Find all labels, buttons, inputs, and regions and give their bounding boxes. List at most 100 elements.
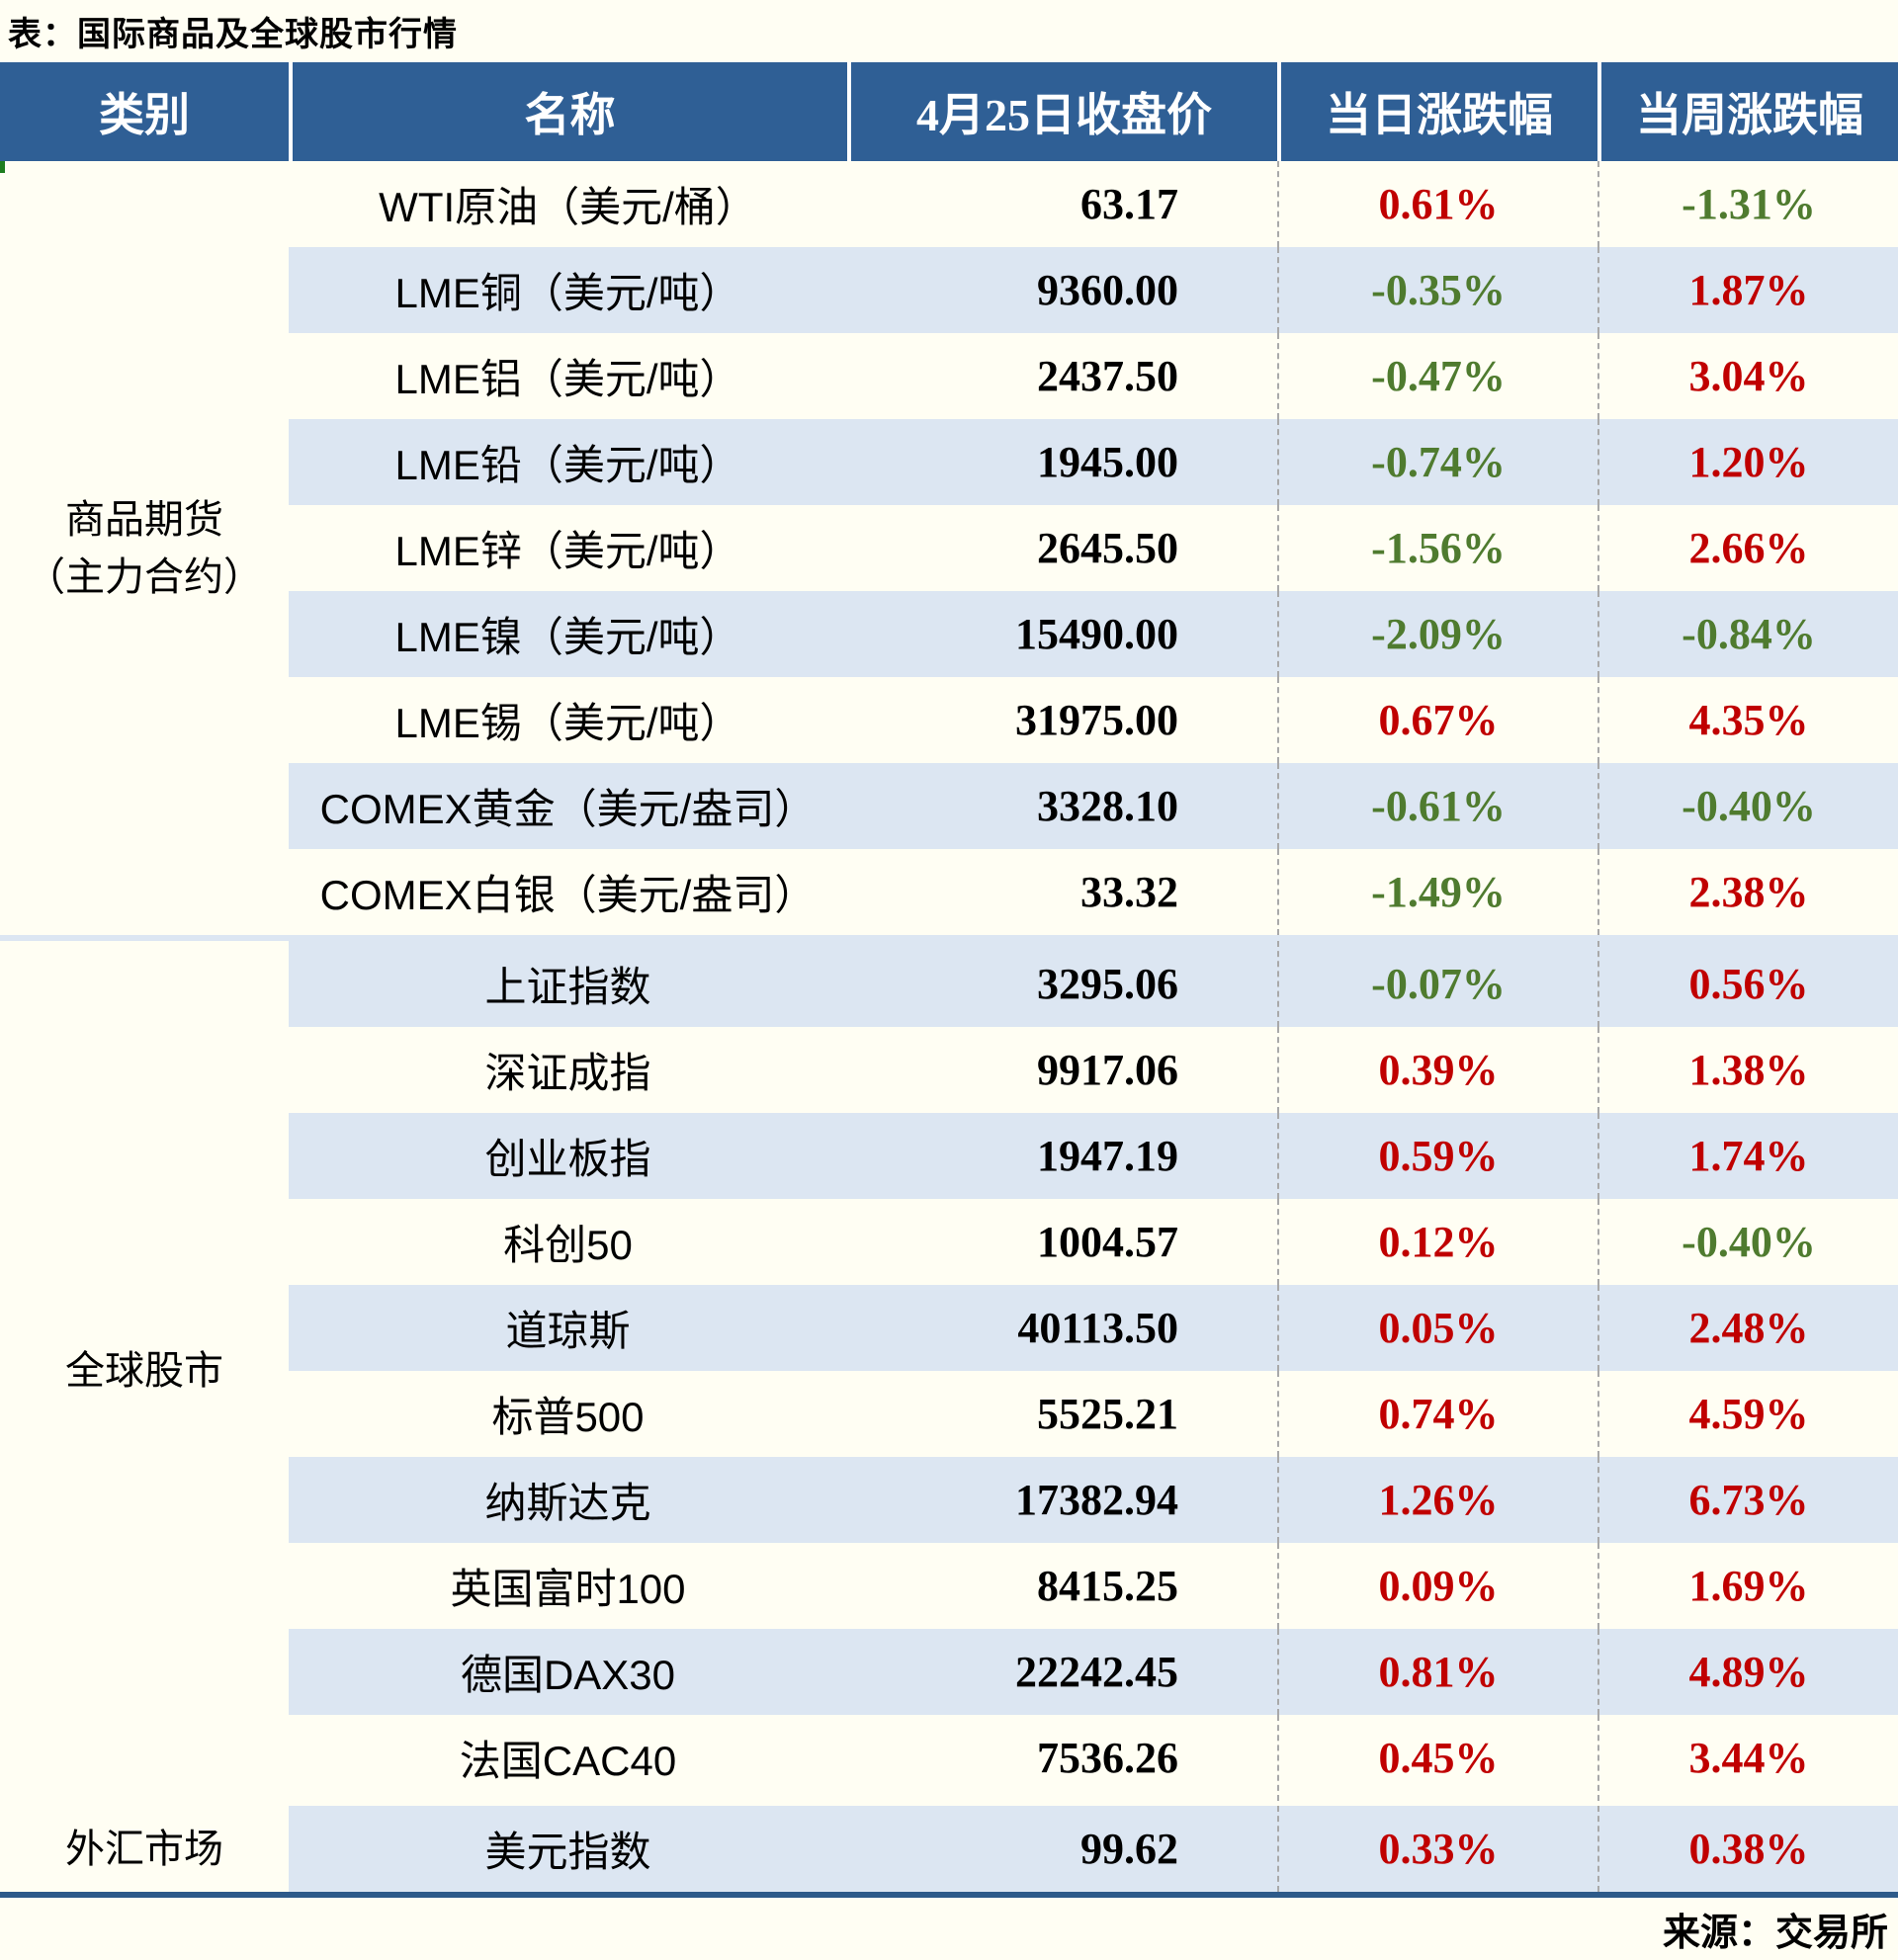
category-cell: 商品期货 （主力合约）: [26, 497, 263, 599]
daily-change-cell: -1.49%: [1277, 849, 1597, 935]
table-row: 法国CAC40 7536.26 0.45% 3.44%: [289, 1715, 1898, 1801]
green-artifact: [0, 161, 5, 173]
name-cell: LME锌（美元/吨）: [394, 528, 741, 574]
weekly-change-cell: 2.48%: [1597, 1285, 1898, 1371]
weekly-change-cell: 2.38%: [1597, 849, 1898, 935]
name-cell: WTI原油（美元/桶）: [379, 184, 757, 230]
daily-change-cell: 0.61%: [1277, 161, 1597, 247]
weekly-change-cell: 1.69%: [1597, 1543, 1898, 1629]
daily-change-cell: 0.74%: [1277, 1371, 1597, 1457]
weekly-change-cell: 1.87%: [1597, 247, 1898, 333]
table-row: 上证指数 3295.06 -0.07% 0.56%: [289, 941, 1898, 1027]
close-price-cell: 9360.00: [1037, 266, 1178, 314]
weekly-change-cell: 4.59%: [1597, 1371, 1898, 1457]
table-row: COMEX白银（美元/盎司） 33.32 -1.49% 2.38%: [289, 849, 1898, 935]
table-row: 标普500 5525.21 0.74% 4.59%: [289, 1371, 1898, 1457]
header-name: 名称: [289, 62, 847, 161]
table-row: 美元指数 99.62 0.33% 0.38%: [289, 1806, 1898, 1892]
table-row: COMEX黄金（美元/盎司） 3328.10 -0.61% -0.40%: [289, 763, 1898, 849]
close-price-cell: 1945.00: [1037, 438, 1178, 486]
category-cell: 外汇市场: [65, 1827, 223, 1871]
bottom-rule: [0, 1892, 1898, 1898]
name-cell: 深证成指: [484, 1050, 651, 1096]
name-cell: 德国DAX30: [460, 1652, 676, 1698]
weekly-change-cell: 0.56%: [1597, 941, 1898, 1027]
weekly-change-cell: 1.74%: [1597, 1113, 1898, 1199]
name-cell: LME铝（美元/吨）: [394, 356, 741, 402]
close-price-cell: 8415.25: [1037, 1562, 1178, 1610]
table-body: 商品期货 （主力合约） WTI原油（美元/桶） 63.17 0.61% -1.31% LM…: [0, 161, 1898, 1892]
daily-change-cell: 0.33%: [1277, 1806, 1597, 1892]
daily-change-cell: -0.07%: [1277, 941, 1597, 1027]
name-cell: COMEX黄金（美元/盎司）: [319, 786, 817, 832]
daily-change-cell: -0.47%: [1277, 333, 1597, 419]
name-cell: 法国CAC40: [459, 1738, 677, 1784]
table-row: LME锡（美元/吨） 31975.00 0.67% 4.35%: [289, 677, 1898, 763]
name-cell: LME镍（美元/吨）: [394, 614, 741, 660]
weekly-change-cell: 0.38%: [1597, 1806, 1898, 1892]
table-row: 深证成指 9917.06 0.39% 1.38%: [289, 1027, 1898, 1113]
weekly-change-cell: -0.40%: [1597, 1199, 1898, 1285]
market-table: 类别 名称 4月25日收盘价 当日涨跌幅 当周涨跌幅 商品期货 （主力合约） WT…: [0, 62, 1898, 1898]
close-price-cell: 31975.00: [1015, 696, 1178, 744]
daily-change-cell: -0.74%: [1277, 419, 1597, 505]
close-price-cell: 3295.06: [1037, 960, 1178, 1008]
table-row: LME铅（美元/吨） 1945.00 -0.74% 1.20%: [289, 419, 1898, 505]
table-row: LME铝（美元/吨） 2437.50 -0.47% 3.04%: [289, 333, 1898, 419]
table-row: LME铜（美元/吨） 9360.00 -0.35% 1.87%: [289, 247, 1898, 333]
weekly-change-cell: 1.20%: [1597, 419, 1898, 505]
table-row: WTI原油（美元/桶） 63.17 0.61% -1.31%: [289, 161, 1898, 247]
daily-change-cell: 0.67%: [1277, 677, 1597, 763]
daily-change-cell: 0.09%: [1277, 1543, 1597, 1629]
close-price-cell: 17382.94: [1015, 1476, 1178, 1524]
header-weekly-change: 当周涨跌幅: [1597, 62, 1898, 161]
daily-change-cell: 0.05%: [1277, 1285, 1597, 1371]
table-row: 科创50 1004.57 0.12% -0.40%: [289, 1199, 1898, 1285]
table-section: 商品期货 （主力合约） WTI原油（美元/桶） 63.17 0.61% -1.31% LM…: [0, 161, 1898, 935]
category-cell: 全球股市: [65, 1349, 223, 1393]
table-row: 创业板指 1947.19 0.59% 1.74%: [289, 1113, 1898, 1199]
daily-change-cell: 0.39%: [1277, 1027, 1597, 1113]
daily-change-cell: -0.35%: [1277, 247, 1597, 333]
weekly-change-cell: -0.40%: [1597, 763, 1898, 849]
daily-change-cell: 0.59%: [1277, 1113, 1597, 1199]
name-cell: LME铜（美元/吨）: [394, 270, 741, 316]
close-price-cell: 1004.57: [1037, 1218, 1178, 1266]
table-row: 道琼斯 40113.50 0.05% 2.48%: [289, 1285, 1898, 1371]
daily-change-cell: -0.61%: [1277, 763, 1597, 849]
table-header-row: 类别 名称 4月25日收盘价 当日涨跌幅 当周涨跌幅: [0, 62, 1898, 161]
weekly-change-cell: 3.04%: [1597, 333, 1898, 419]
weekly-change-cell: 1.38%: [1597, 1027, 1898, 1113]
name-cell: 纳斯达克: [484, 1480, 651, 1526]
close-price-cell: 2437.50: [1037, 352, 1178, 400]
daily-change-cell: 1.26%: [1277, 1457, 1597, 1543]
weekly-change-cell: 4.35%: [1597, 677, 1898, 763]
close-price-cell: 15490.00: [1015, 610, 1178, 658]
close-price-cell: 3328.10: [1037, 782, 1178, 830]
close-price-cell: 1947.19: [1037, 1132, 1178, 1180]
name-cell: LME锡（美元/吨）: [394, 700, 741, 746]
header-category: 类别: [99, 90, 190, 140]
close-price-cell: 7536.26: [1037, 1734, 1178, 1782]
weekly-change-cell: -0.84%: [1597, 591, 1898, 677]
header-close-price: 4月25日收盘价: [847, 62, 1277, 161]
weekly-change-cell: -1.31%: [1597, 161, 1898, 247]
name-cell: LME铅（美元/吨）: [394, 442, 741, 488]
daily-change-cell: -2.09%: [1277, 591, 1597, 677]
source-note: 来源：交易所: [1662, 1912, 1888, 1954]
name-cell: COMEX白银（美元/盎司）: [319, 872, 817, 918]
name-cell: 美元指数: [484, 1829, 651, 1875]
table-row: 德国DAX30 22242.45 0.81% 4.89%: [289, 1629, 1898, 1715]
close-price-cell: 9917.06: [1037, 1046, 1178, 1094]
weekly-change-cell: 2.66%: [1597, 505, 1898, 591]
close-price-cell: 33.32: [1080, 868, 1178, 916]
close-price-cell: 22242.45: [1015, 1648, 1178, 1696]
daily-change-cell: -1.56%: [1277, 505, 1597, 591]
daily-change-cell: 0.12%: [1277, 1199, 1597, 1285]
daily-change-cell: 0.45%: [1277, 1715, 1597, 1801]
close-price-cell: 40113.50: [1017, 1304, 1178, 1352]
close-price-cell: 2645.50: [1037, 524, 1178, 572]
page-title: 表：国际商品及全球股市行情: [8, 16, 458, 53]
weekly-change-cell: 4.89%: [1597, 1629, 1898, 1715]
close-price-cell: 63.17: [1080, 180, 1178, 228]
